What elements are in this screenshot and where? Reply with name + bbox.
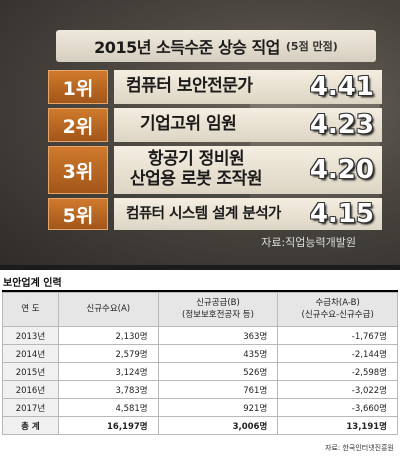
job-box: 컴퓨터 보안전문가 4.41	[114, 70, 382, 104]
cell-demand: 3,124명	[57, 362, 159, 381]
table-header-row: 연 도 신규수요(A) 신규공급(B) (정보보호전공자 등) 수급차(A-B)…	[2, 292, 398, 327]
job-name: 기업고위 임원	[140, 114, 237, 135]
cell-total-demand: 16,197명	[57, 416, 159, 435]
rank-row-3: 3위 항공기 정비원 산업용 로봇 조작원 4.20	[48, 146, 382, 194]
header-demand: 신규수요(A)	[57, 292, 159, 327]
header-gap-line2: (신규수요-신규수급)	[301, 309, 374, 320]
cell-gap: -1,767명	[277, 326, 398, 345]
cell-demand: 4,581명	[57, 398, 159, 417]
table-top-rule	[2, 290, 398, 292]
header-supply-line2: (정보보호전공자 등)	[182, 309, 254, 320]
ranking-graphic: 2015년 소득수준 상승 직업 (5점 만점) 1위 컴퓨터 보안전문가 4.…	[0, 0, 400, 265]
rank-badge: 2위	[48, 108, 108, 142]
table-title: 보안업계 인력	[3, 278, 62, 289]
rank-row-1: 1위 컴퓨터 보안전문가 4.41	[48, 70, 382, 104]
cell-supply: 761명	[157, 380, 279, 399]
cell-total-label: 총 계	[2, 416, 59, 435]
header-supply-line1: 신규공급(B)	[196, 298, 240, 309]
rank-row-2: 2위 기업고위 임원 4.23	[48, 108, 382, 142]
job-name: 컴퓨터 시스템 설계 분석가	[126, 205, 281, 222]
table-row: 2015년 3,124명 526명 -2,598명	[2, 362, 398, 381]
graphic-title-bar: 2015년 소득수준 상승 직업 (5점 만점)	[56, 30, 376, 62]
cell-year: 2013년	[2, 326, 59, 345]
header-gap: 수급차(A-B) (신규수요-신규수급)	[277, 292, 398, 327]
job-score: 4.41	[309, 72, 374, 102]
cell-supply: 435명	[157, 344, 279, 363]
cell-gap: -2,144명	[277, 344, 398, 363]
cell-year: 2015년	[2, 362, 59, 381]
table-total-row: 총 계 16,197명 3,006명 13,191명	[2, 416, 398, 435]
workforce-table: 연 도 신규수요(A) 신규공급(B) (정보보호전공자 등) 수급차(A-B)…	[2, 292, 398, 435]
rank-badge: 5위	[48, 198, 108, 230]
cell-gap: -2,598명	[277, 362, 398, 381]
rank-badge: 3위	[48, 146, 108, 194]
job-score: 4.20	[309, 155, 374, 185]
job-box: 기업고위 임원 4.23	[114, 108, 382, 142]
cell-total-gap: 13,191명	[277, 416, 398, 435]
job-box: 항공기 정비원 산업용 로봇 조작원 4.20	[114, 146, 382, 194]
graphic-subtitle: (5점 만점)	[285, 40, 338, 53]
rank-row-4: 5위 컴퓨터 시스템 설계 분석가 4.15	[48, 198, 382, 230]
cell-gap: -3,660명	[277, 398, 398, 417]
job-score: 4.23	[309, 110, 374, 140]
table-row: 2016년 3,783명 761명 -3,022명	[2, 380, 398, 399]
cell-year: 2017년	[2, 398, 59, 417]
header-gap-line1: 수급차(A-B)	[315, 298, 360, 309]
graphic-title: 2015년 소득수준 상승 직업	[94, 38, 280, 57]
rank-badge: 1위	[48, 70, 108, 104]
job-name: 컴퓨터 보안전문가	[126, 76, 253, 97]
cell-demand: 3,783명	[57, 380, 159, 399]
table-row: 2013년 2,130명 363명 -1,767명	[2, 326, 398, 345]
security-workforce-table-panel: 보안업계 인력 연 도 신규수요(A) 신규공급(B) (정보보호전공자 등) …	[0, 270, 400, 457]
table-source: 자료: 한국인터넷진흥원	[325, 444, 394, 452]
cell-gap: -3,022명	[277, 380, 398, 399]
divider	[0, 265, 400, 270]
cell-demand: 2,130명	[57, 326, 159, 345]
cell-supply: 363명	[157, 326, 279, 345]
header-year: 연 도	[2, 292, 59, 327]
job-name-line1: 항공기 정비원	[147, 149, 245, 170]
cell-year: 2016년	[2, 380, 59, 399]
cell-supply: 921명	[157, 398, 279, 417]
graphic-source: 자료:직업능력개발원	[261, 236, 356, 249]
cell-year: 2014년	[2, 344, 59, 363]
cell-total-supply: 3,006명	[157, 416, 279, 435]
table-row: 2014년 2,579명 435명 -2,144명	[2, 344, 398, 363]
table-row: 2017년 4,581명 921명 -3,660명	[2, 398, 398, 417]
job-score: 4.15	[309, 199, 374, 229]
cell-demand: 2,579명	[57, 344, 159, 363]
cell-supply: 526명	[157, 362, 279, 381]
job-name-line2: 산업용 로봇 조작원	[130, 169, 262, 189]
job-box: 컴퓨터 시스템 설계 분석가 4.15	[114, 198, 382, 230]
header-supply: 신규공급(B) (정보보호전공자 등)	[157, 292, 279, 327]
job-name: 항공기 정비원 산업용 로봇 조작원	[126, 150, 262, 189]
